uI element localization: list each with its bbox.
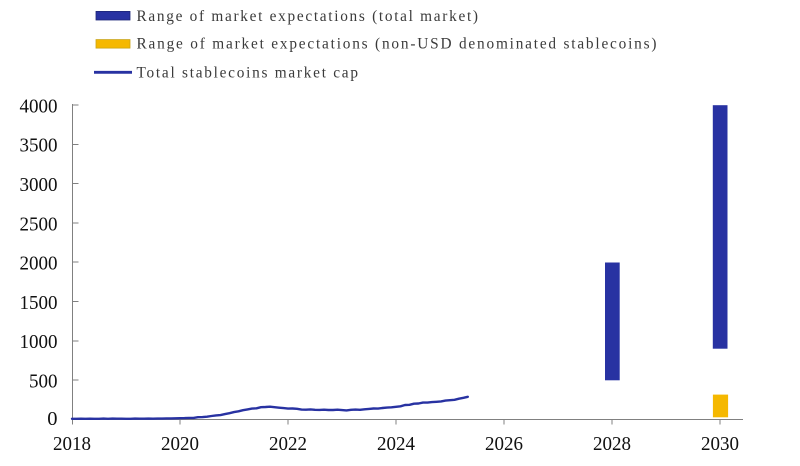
svg-text:Range of market expectations (: Range of market expectations (total mark… [137, 8, 478, 25]
svg-text:4000: 4000 [20, 95, 58, 117]
svg-text:2030: 2030 [701, 433, 739, 455]
svg-text:1500: 1500 [20, 292, 58, 314]
svg-text:2024: 2024 [377, 433, 415, 455]
svg-text:Range of market expectations (: Range of market expectations (non-USD de… [137, 36, 657, 53]
svg-text:2028: 2028 [593, 433, 631, 455]
svg-text:1000: 1000 [20, 331, 58, 353]
svg-text:2022: 2022 [269, 433, 307, 455]
svg-text:0: 0 [47, 408, 57, 430]
svg-text:2018: 2018 [53, 433, 91, 455]
svg-text:3000: 3000 [20, 174, 58, 196]
svg-text:Total stablecoins market cap: Total stablecoins market cap [137, 65, 359, 82]
svg-text:2000: 2000 [20, 253, 58, 275]
svg-text:3500: 3500 [20, 135, 58, 157]
svg-text:2026: 2026 [485, 433, 523, 455]
svg-text:2020: 2020 [161, 433, 199, 455]
svg-text:2500: 2500 [20, 213, 58, 235]
svg-text:500: 500 [29, 371, 58, 393]
